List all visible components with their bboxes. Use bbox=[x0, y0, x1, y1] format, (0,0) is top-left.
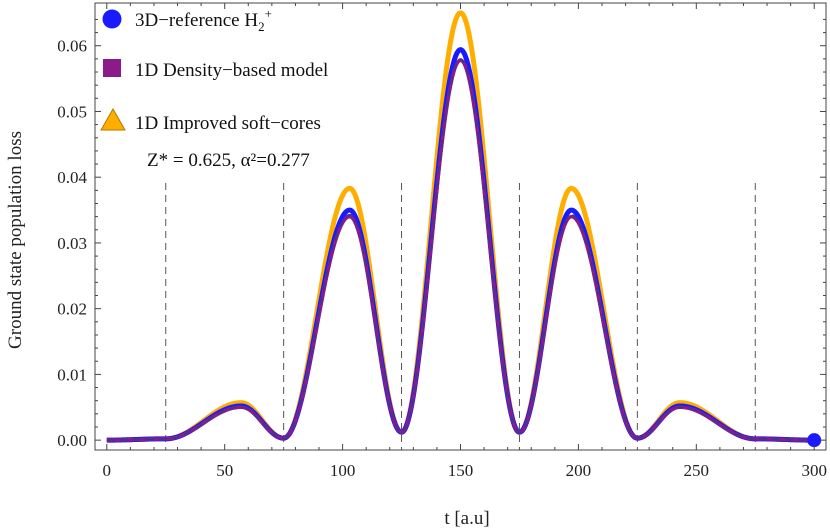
y-tick-label: 0.06 bbox=[57, 37, 87, 56]
x-tick-label: 200 bbox=[566, 461, 592, 480]
y-tick-label: 0.03 bbox=[57, 234, 87, 253]
endpoint-marker bbox=[807, 433, 822, 448]
x-tick-label: 150 bbox=[448, 461, 474, 480]
legend-entry-density-model: 1D Density−based model bbox=[103, 59, 328, 81]
legend-label-3d-reference-sup: + bbox=[265, 6, 272, 21]
legend: 3D−reference H2+ 1D Density−based model … bbox=[100, 6, 328, 171]
series-layer bbox=[105, 10, 816, 443]
x-tick-label: 100 bbox=[330, 461, 356, 480]
x-tick-label: 250 bbox=[684, 461, 710, 480]
vertical-reference-lines bbox=[165, 183, 756, 450]
legend-square-marker bbox=[103, 59, 121, 77]
series-line-0 bbox=[105, 47, 816, 443]
y-tick-label: 0.00 bbox=[57, 431, 87, 450]
legend-entry-3d-reference: 3D−reference H2+ bbox=[102, 6, 272, 34]
legend-label-3d-reference: 3D−reference H bbox=[135, 10, 258, 31]
legend-label-soft-cores: 1D Improved soft−cores bbox=[135, 113, 321, 134]
y-tick-label: 0.05 bbox=[57, 102, 87, 121]
parameter-annotation: Z* = 0.625, α²=0.277 bbox=[147, 150, 310, 171]
legend-circle-marker bbox=[102, 9, 122, 29]
x-tick-label: 50 bbox=[216, 461, 233, 480]
y-tick-label: 0.02 bbox=[57, 300, 87, 319]
series-line-3 bbox=[106, 58, 815, 441]
series-line-2 bbox=[105, 10, 816, 443]
svg-text:3D−reference H2+: 3D−reference H2+ bbox=[135, 6, 272, 34]
legend-entry-soft-cores: 1D Improved soft−cores bbox=[100, 107, 321, 134]
axis-ticks: 0 50 100 150 200 250 300 0.00 0.01 0.02 0.03 0.04 0.… bbox=[57, 3, 827, 480]
y-axis-title: Ground state population loss bbox=[5, 131, 26, 349]
x-tick-label: 0 bbox=[103, 461, 112, 480]
x-axis-title: t [a.u] bbox=[444, 508, 489, 529]
marker-layer bbox=[807, 433, 822, 448]
legend-triangle-marker bbox=[100, 107, 126, 131]
y-tick-label: 0.01 bbox=[57, 365, 87, 384]
y-tick-label: 0.04 bbox=[57, 168, 87, 187]
legend-label-3d-reference-sub: 2 bbox=[258, 19, 265, 34]
legend-label-density-model: 1D Density−based model bbox=[135, 60, 328, 81]
x-tick-label: 300 bbox=[801, 461, 827, 480]
